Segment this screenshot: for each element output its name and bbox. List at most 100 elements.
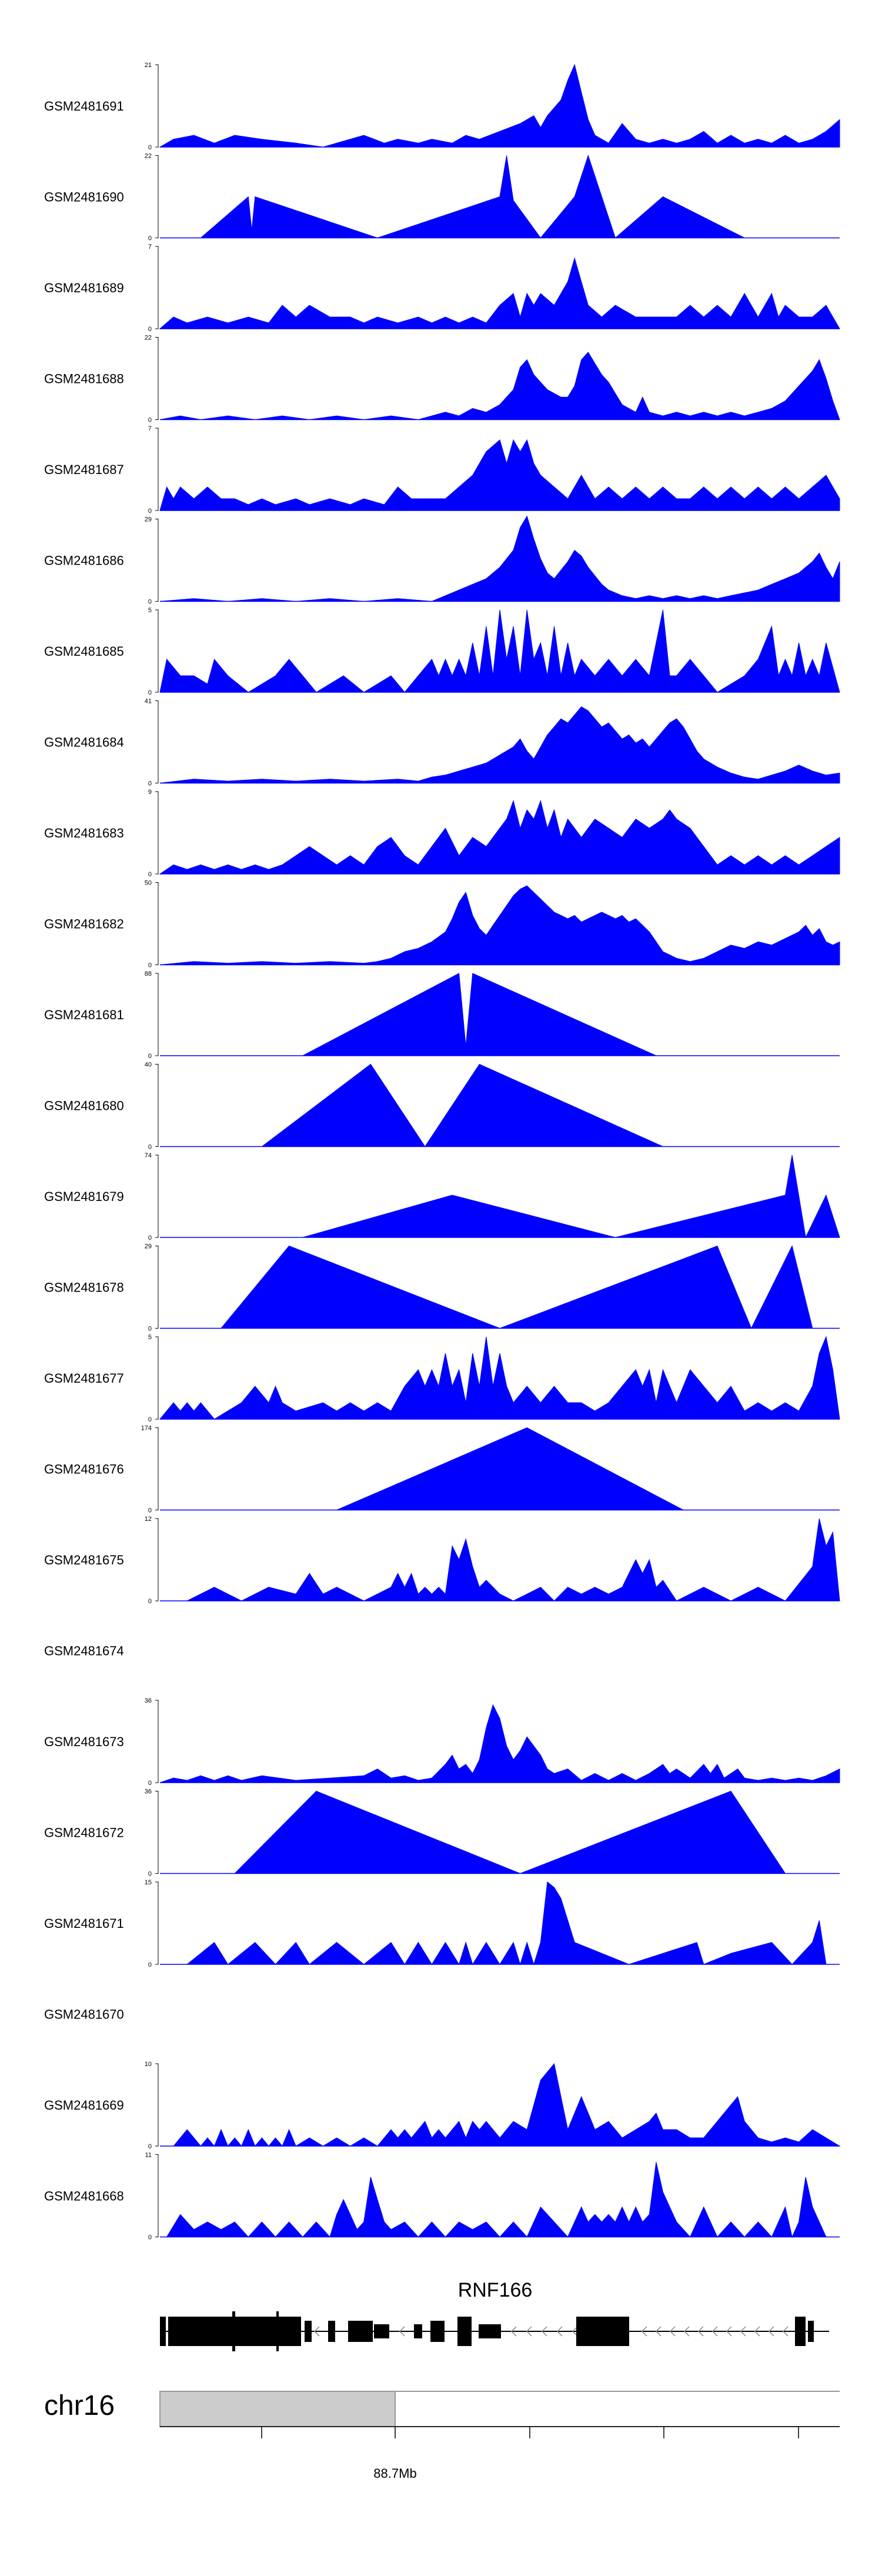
track-label: GSM2481679 (44, 1189, 124, 1204)
y-axis (155, 428, 159, 511)
y-max-label: 5 (148, 1334, 152, 1341)
strand-arrow (541, 2326, 547, 2337)
ideogram-highlight (159, 2391, 396, 2427)
gene-exon (232, 2311, 235, 2351)
track-gsm2481690: GSM2481690 22 0 (44, 153, 840, 242)
y-min-label: 0 (148, 1780, 152, 1787)
y-min-label: 0 (148, 326, 152, 333)
strand-arrow (526, 2326, 532, 2337)
strand-arrow (740, 2326, 746, 2337)
strand-arrow (754, 2326, 760, 2337)
y-min-label: 0 (148, 1326, 152, 1333)
signal-area (159, 1704, 840, 1783)
signal-area (159, 352, 840, 421)
gene-exon (305, 2321, 312, 2342)
track-gsm2481680: GSM2481680 40 0 (44, 1062, 840, 1151)
signal-area (159, 706, 840, 783)
track-label: GSM2481678 (44, 1280, 124, 1295)
signal-area (201, 154, 745, 239)
track-gsm2481675: GSM2481675 12 0 (44, 1516, 840, 1605)
y-max-label: 22 (145, 335, 152, 342)
signal-area (302, 973, 657, 1056)
gene-exon (328, 2321, 335, 2342)
signal-area (159, 885, 840, 965)
gene-exon (479, 2324, 501, 2338)
track-gsm2481669: GSM2481669 10 0 (44, 2061, 841, 2150)
y-min-label: 0 (148, 780, 152, 788)
track-label: GSM2481677 (44, 1371, 124, 1386)
y-axis (155, 155, 159, 238)
y-max-label: 36 (145, 1697, 152, 1704)
strand-arrow (697, 2326, 704, 2337)
strand-arrow (399, 2326, 405, 2337)
gene-exons (160, 2311, 814, 2351)
y-max-label: 74 (145, 1152, 152, 1159)
track-gsm2481677: GSM2481677 5 0 (44, 1334, 840, 1423)
track-gsm2481691: GSM2481691 21 0 (44, 62, 840, 151)
y-max-label: 15 (145, 1879, 152, 1886)
gene-exon (414, 2324, 422, 2338)
y-min-label: 0 (148, 1053, 152, 1060)
track-gsm2481670: GSM2481670 (44, 2007, 124, 2022)
y-max-label: 9 (148, 789, 152, 796)
signal-area (220, 1245, 813, 1329)
gene-exon (168, 2317, 173, 2346)
track-label: GSM2481682 (44, 917, 124, 932)
track-label: GSM2481689 (44, 281, 124, 295)
y-axis (155, 1518, 159, 1601)
strand-arrow (669, 2326, 676, 2337)
y-min-label: 0 (148, 144, 152, 151)
y-axis (155, 973, 159, 1056)
track-label: GSM2481668 (44, 2189, 124, 2204)
y-axis (155, 609, 159, 693)
track-gsm2481686: GSM2481686 29 0 (44, 515, 840, 606)
y-max-label: 174 (141, 1425, 152, 1432)
signal-area (186, 1881, 827, 1966)
y-max-label: 50 (145, 880, 152, 887)
track-label: GSM2481684 (44, 735, 124, 750)
y-min-label: 0 (148, 1871, 152, 1878)
y-min-label: 0 (148, 417, 152, 424)
strand-arrow (641, 2326, 647, 2337)
y-axis (155, 1064, 159, 1147)
strand-arrow (655, 2326, 662, 2337)
y-max-label: 41 (145, 698, 152, 705)
strand-arrow (313, 2326, 320, 2337)
gene-exon (795, 2317, 806, 2346)
track-gsm2481685: GSM2481685 5 0 (44, 607, 840, 696)
gene-name-label: RNF166 (458, 2279, 533, 2301)
y-max-label: 40 (145, 1062, 152, 1069)
signal-area (302, 1154, 840, 1239)
track-gsm2481671: GSM2481671 15 0 (44, 1879, 840, 1968)
track-label: GSM2481691 (44, 99, 124, 114)
gene-exon (808, 2321, 814, 2342)
track-label: GSM2481680 (44, 1099, 124, 1113)
y-axis (155, 791, 159, 875)
y-min-label: 0 (148, 599, 152, 606)
y-max-label: 22 (145, 153, 152, 160)
track-label: GSM2481688 (44, 372, 124, 386)
chromosome-axis: chr16 88.7Mb (44, 2390, 840, 2481)
track-gsm2481673: GSM2481673 36 0 (44, 1697, 840, 1787)
y-axis (155, 2154, 159, 2237)
y-axis (155, 700, 159, 783)
y-axis (155, 1881, 159, 1965)
track-label: GSM2481670 (44, 2007, 124, 2022)
y-max-label: 88 (145, 970, 152, 977)
signal-area (234, 1790, 786, 1874)
y-axis (155, 1336, 159, 1420)
signal-area (260, 1063, 663, 1147)
gene-exon (576, 2317, 629, 2346)
gene-exon (348, 2321, 373, 2342)
track-label: GSM2481669 (44, 2098, 124, 2113)
signal-area (159, 257, 840, 329)
gene-exon (430, 2321, 445, 2342)
track-gsm2481681: GSM2481681 88 0 (44, 970, 840, 1060)
y-max-label: 29 (145, 516, 152, 523)
signal-area (173, 2063, 841, 2147)
strand-arrow (572, 2326, 578, 2337)
track-label: GSM2481681 (44, 1007, 124, 1022)
track-gsm2481682: GSM2481682 50 0 (44, 880, 840, 969)
track-gsm2481683: GSM2481683 9 0 (44, 789, 840, 878)
